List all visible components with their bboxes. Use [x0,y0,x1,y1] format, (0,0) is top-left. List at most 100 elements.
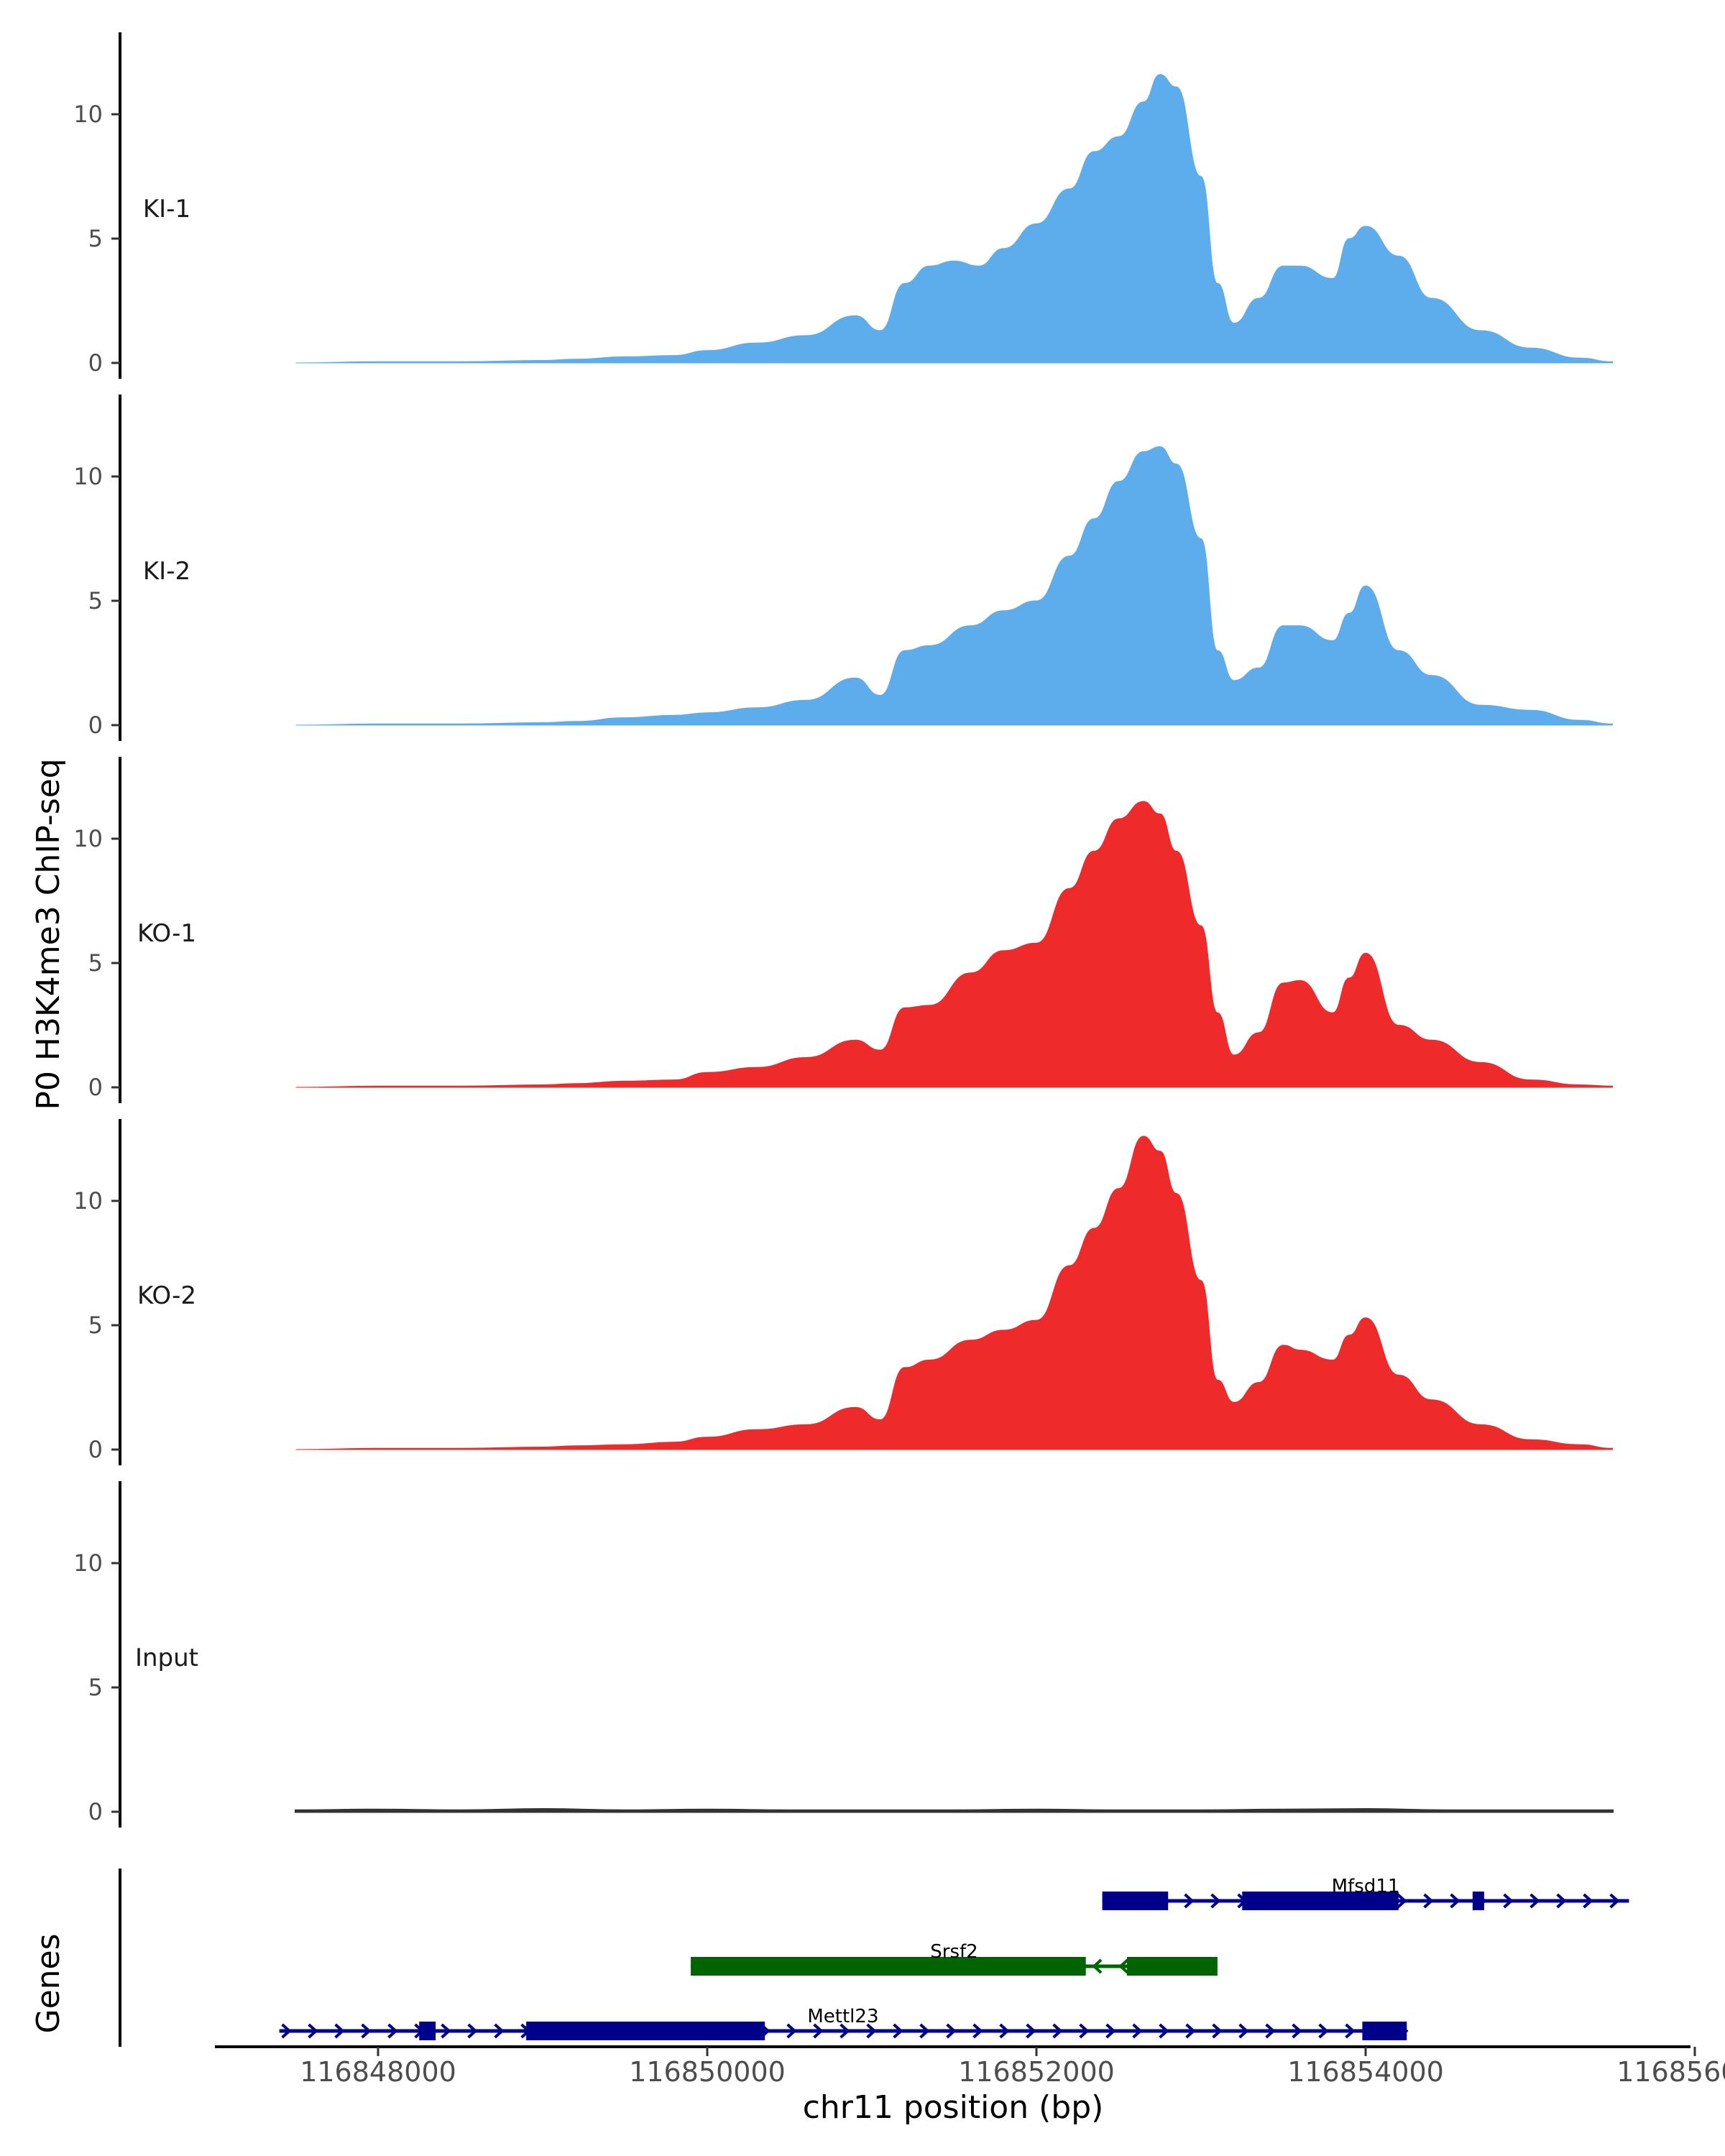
signal-area [295,74,1613,364]
exon [1102,1892,1169,1910]
gene-srsf2: Srsf2 [691,1941,1218,1976]
strand-arrow [1609,1893,1620,1909]
track-ko-2: 0 5 10 KO-2 [73,1119,1613,1465]
y-tick-label: 5 [88,1312,103,1339]
y-tick-label: 0 [88,711,103,739]
gene-mettl23: Mettl23 [279,2006,1409,2040]
strand-arrow [1503,1893,1514,1909]
exon [1362,2022,1407,2040]
x-axis-title: chr11 position (bp) [803,2089,1104,2126]
genes-axis-title: Genes [30,1933,67,2033]
track-ko-1: 0 5 10 KO-1 [73,757,1613,1103]
strand-arrow [893,2023,903,2039]
x-axis: 116848000 116850000 116852000 116854000 1168… [215,2045,1725,2126]
strand-arrow [946,2023,957,2039]
strand-arrow [1210,1893,1221,1909]
strand-arrow [813,2023,824,2039]
strand-arrow [1092,1958,1103,1974]
y-tick-label: 5 [88,587,103,614]
strand-arrow [361,2023,372,2039]
strand-arrow [1212,2023,1223,2039]
strand-arrow [1583,1893,1593,1909]
x-tick-label: 116848000 [300,2056,456,2088]
y-tick-label: 5 [88,949,103,977]
strand-arrow [1450,1893,1460,1909]
strand-arrow [1345,2023,1356,2039]
y-tick-label: 10 [73,101,103,128]
signal-area [295,1807,1614,1813]
strand-arrow [972,2023,983,2039]
strand-arrow [1079,2023,1090,2039]
y-tick-label: 10 [73,1187,103,1215]
strand-arrow [786,2023,797,2039]
x-tick-label: 116852000 [958,2056,1115,2088]
x-tick-label: 116850000 [629,2056,786,2088]
strand-arrow [334,2023,345,2039]
strand-arrow [1397,1893,1407,1909]
exon [1242,1892,1399,1910]
exon [1472,1892,1484,1910]
strand-arrow [1118,1958,1129,1974]
track-label: KO-1 [137,919,196,948]
y-tick-label: 0 [88,1074,103,1101]
track-ki-1: 0 5 10 KI-1 [73,32,1613,379]
x-ticks: 116848000 116850000 116852000 116854000 1168… [300,2047,1725,2088]
strand-arrow [387,2023,398,2039]
y-tick-label: 0 [88,1798,103,1825]
x-tick-label: 116856000 [1616,2056,1725,2088]
strand-arrow [1530,1893,1540,1909]
exon [419,2022,436,2040]
track-input: 0 5 10 Input [73,1481,1614,1828]
track-label: KI-1 [143,195,190,224]
gene-label: Mfsd11 [1332,1876,1400,1897]
strand-arrow [1184,1893,1195,1909]
strand-arrow [1238,2023,1249,2039]
y-tick-label: 10 [73,463,103,490]
gene-label: Srsf2 [930,1941,978,1963]
y-axis-title: P0 H3K4me3 ChIP-seq [30,758,67,1110]
strand-arrow [1556,1893,1567,1909]
strand-arrow [999,2023,1010,2039]
strand-arrow [494,2023,505,2039]
gene-annotation-panel: Genes Mfsd11 Srsf2 Mettl23 [30,1869,1629,2047]
strand-arrow [1423,1893,1434,1909]
strand-arrow [308,2023,318,2039]
y-axis-title-group: P0 H3K4me3 ChIP-seq [30,758,67,1110]
y-tick-label: 5 [88,225,103,252]
signal-area [295,446,1613,726]
strand-arrow [1105,2023,1116,2039]
exon [691,1957,1086,1976]
y-tick-label: 0 [88,1436,103,1463]
gene-mfsd11: Mfsd11 [1102,1876,1629,1910]
signal-area [295,801,1613,1088]
strand-arrow [1026,2023,1036,2039]
strand-arrow [919,2023,930,2039]
strand-arrow [441,2023,451,2039]
gene-label: Mettl23 [807,2006,878,2027]
strand-arrow [281,2023,292,2039]
y-tick-label: 5 [88,1674,103,1701]
x-tick-label: 116854000 [1287,2056,1444,2088]
track-label: KO-2 [137,1281,196,1310]
track-label: Input [135,1644,198,1672]
y-tick-label: 10 [73,825,103,852]
y-tick-label: 10 [73,1549,103,1577]
strand-arrow [467,2023,478,2039]
track-ki-2: 0 5 10 KI-2 [73,395,1613,741]
signal-tracks: 0 5 10 KI-1 0 5 10 KI-2 0 5 10 KO-1 0 5 10 KO-2 0 5 10 Inpu… [73,32,1614,1828]
strand-arrow [1159,2023,1169,2039]
strand-arrow [1185,2023,1196,2039]
y-tick-label: 0 [88,349,103,377]
track-label: KI-2 [143,557,190,586]
strand-arrow [1132,2023,1143,2039]
exon [1126,1957,1218,1976]
signal-area [295,1135,1613,1450]
strand-arrow [1265,2023,1276,2039]
strand-arrow [840,2023,850,2039]
strand-arrow [1318,2023,1329,2039]
strand-arrow [1052,2023,1063,2039]
strand-arrow [1292,2023,1302,2039]
exon [526,2022,765,2040]
gene-models: Mfsd11 Srsf2 Mettl23 [279,1876,1629,2040]
